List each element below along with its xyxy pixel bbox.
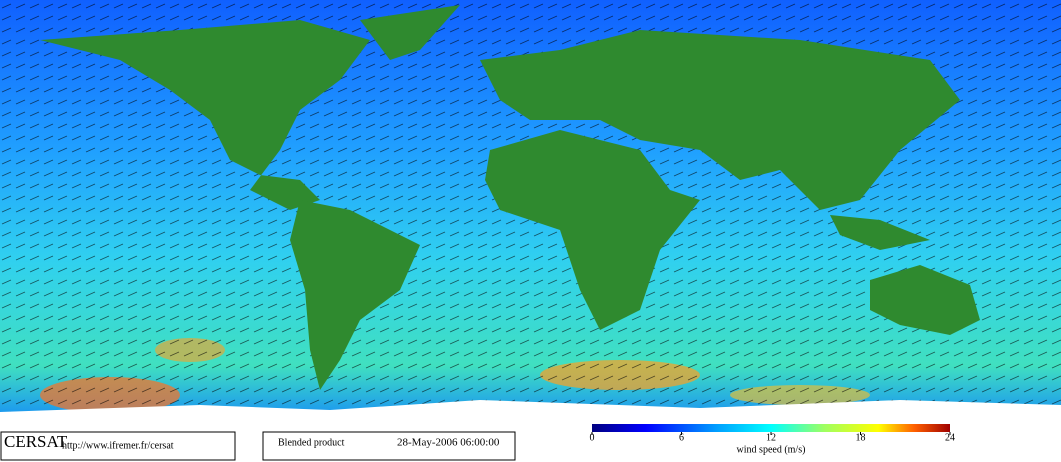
continents [40, 5, 980, 390]
date: 28-May-2006 06:00:00 [397, 437, 500, 449]
colorbar-tick-label: 24 [945, 432, 955, 443]
product: Blended product [278, 437, 345, 448]
logo: CERSAT [4, 432, 68, 451]
colorbar [592, 424, 950, 432]
url: http://www.ifremer.fr/cersat [62, 440, 174, 451]
colorbar-tick-label: 0 [590, 432, 595, 443]
colorbar-tick-label: 6 [679, 432, 684, 443]
logo-box [0, 431, 236, 461]
colorbar-label: wind speed (m/s) [737, 444, 806, 455]
colorbar-tick-label: 18 [856, 432, 866, 443]
product-box [262, 431, 516, 461]
colorbar-tick-label: 12 [766, 432, 776, 443]
